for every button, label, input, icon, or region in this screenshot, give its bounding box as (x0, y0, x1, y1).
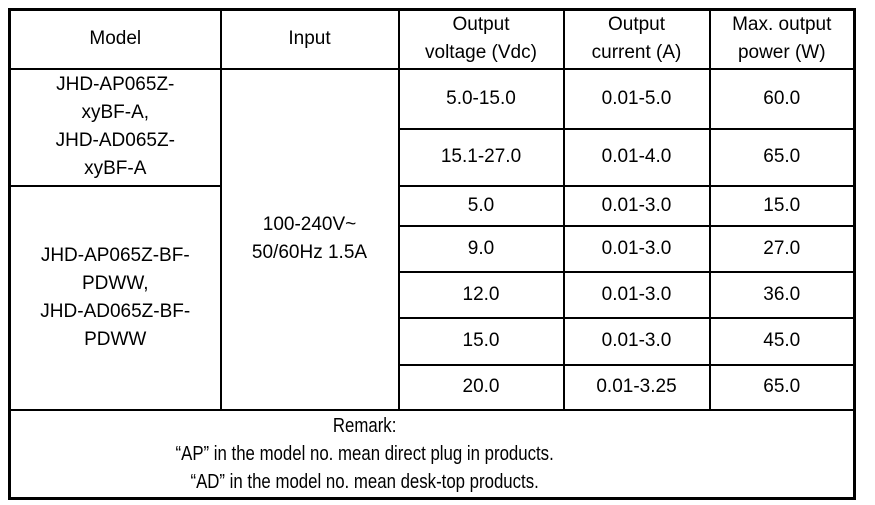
current-cell: 0.01-4.0 (562, 127, 711, 187)
header-line: Output (452, 14, 510, 36)
header-line: Output (607, 14, 666, 36)
table-row: 15.0 0.01-3.0 45.0 (10, 316, 856, 366)
voltage-cell: 12.0 (397, 270, 565, 319)
model-line: JHD-AP065Z-BF- (40, 244, 190, 266)
voltage-cell: 5.0 (397, 184, 565, 227)
header-input: Input (219, 8, 400, 70)
input-cell: 100-240V~ 50/60Hz 1.5A (219, 67, 400, 411)
voltage-cell: 20.0 (397, 363, 565, 411)
power-cell: 65.0 (708, 363, 856, 411)
power-cell: 60.0 (708, 67, 856, 130)
table-row: 12.0 0.01-3.0 36.0 (10, 270, 856, 319)
model-line: xyBF-A (84, 158, 147, 179)
current-cell: 0.01-3.0 (562, 184, 711, 227)
current-cell: 0.01-3.25 (562, 363, 711, 411)
model-line: PDWW (84, 328, 147, 350)
header-line: Max. output (732, 14, 832, 36)
table-row: 20.0 0.01-3.25 65.0 (10, 363, 856, 411)
voltage-cell: 15.1-27.0 (397, 127, 565, 187)
table-row: JHD-AP065Z- xyBF-A, JHD-AD065Z- xyBF-A 1… (8, 67, 856, 411)
header-line: current (A) (591, 42, 682, 64)
current-cell: 0.01-3.0 (562, 270, 711, 319)
header-output-voltage: Output voltage (Vdc) (397, 8, 565, 70)
model-line: JHD-AD065Z-BF- (40, 300, 191, 322)
model-line: xyBF-A, (81, 102, 150, 123)
current-cell: 0.01-3.0 (562, 316, 711, 366)
header-line: voltage (Vdc) (425, 42, 537, 64)
current-cell: 0.01-3.0 (562, 224, 711, 273)
header-row: Model Input Output voltage (Vdc) Output … (8, 8, 856, 70)
remark-line-ad: “AD” in the model no. mean desk-top prod… (190, 470, 539, 493)
input-line: 100-240V~ (262, 214, 357, 235)
header-output-current: Output current (A) (562, 8, 711, 70)
voltage-cell: 5.0-15.0 (397, 67, 565, 130)
voltage-cell: 15.0 (397, 316, 565, 366)
header-line: power (W) (737, 42, 826, 64)
power-cell: 36.0 (708, 270, 856, 319)
power-cell: 15.0 (708, 184, 856, 227)
power-cell: 65.0 (708, 127, 856, 187)
spec-table: Model Input Output voltage (Vdc) Output … (8, 8, 856, 500)
model-line: PDWW, (82, 272, 149, 294)
table-row: JHD-AP065Z-BF- PDWW, JHD-AD065Z-BF- PDWW… (8, 184, 856, 411)
table-row: 15.1-27.0 0.01-4.0 65.0 (10, 127, 856, 187)
model-line: JHD-AD065Z- (55, 130, 175, 151)
model-group-1: JHD-AP065Z- xyBF-A, JHD-AD065Z- xyBF-A (8, 67, 222, 187)
model-group-2: JHD-AP065Z-BF- PDWW, JHD-AD065Z-BF- PDWW (8, 184, 222, 411)
remark-line-ap: “AP” in the model no. mean direct plug i… (175, 442, 554, 465)
table-row: 9.0 0.01-3.0 27.0 (10, 224, 856, 273)
power-cell: 45.0 (708, 316, 856, 366)
current-cell: 0.01-5.0 (562, 67, 711, 130)
input-line: 50/60Hz 1.5A (251, 242, 368, 263)
remark-cell: Remark: “AP” in the model no. mean direc… (8, 408, 856, 500)
model-line: JHD-AP065Z- (56, 74, 175, 95)
header-model: Model (8, 8, 222, 70)
remark-title: Remark: (332, 414, 397, 437)
remark-row: Remark: “AP” in the model no. mean direc… (8, 408, 856, 500)
voltage-cell: 9.0 (397, 224, 565, 273)
header-max-power: Max. output power (W) (708, 8, 856, 70)
power-cell: 27.0 (708, 224, 856, 273)
